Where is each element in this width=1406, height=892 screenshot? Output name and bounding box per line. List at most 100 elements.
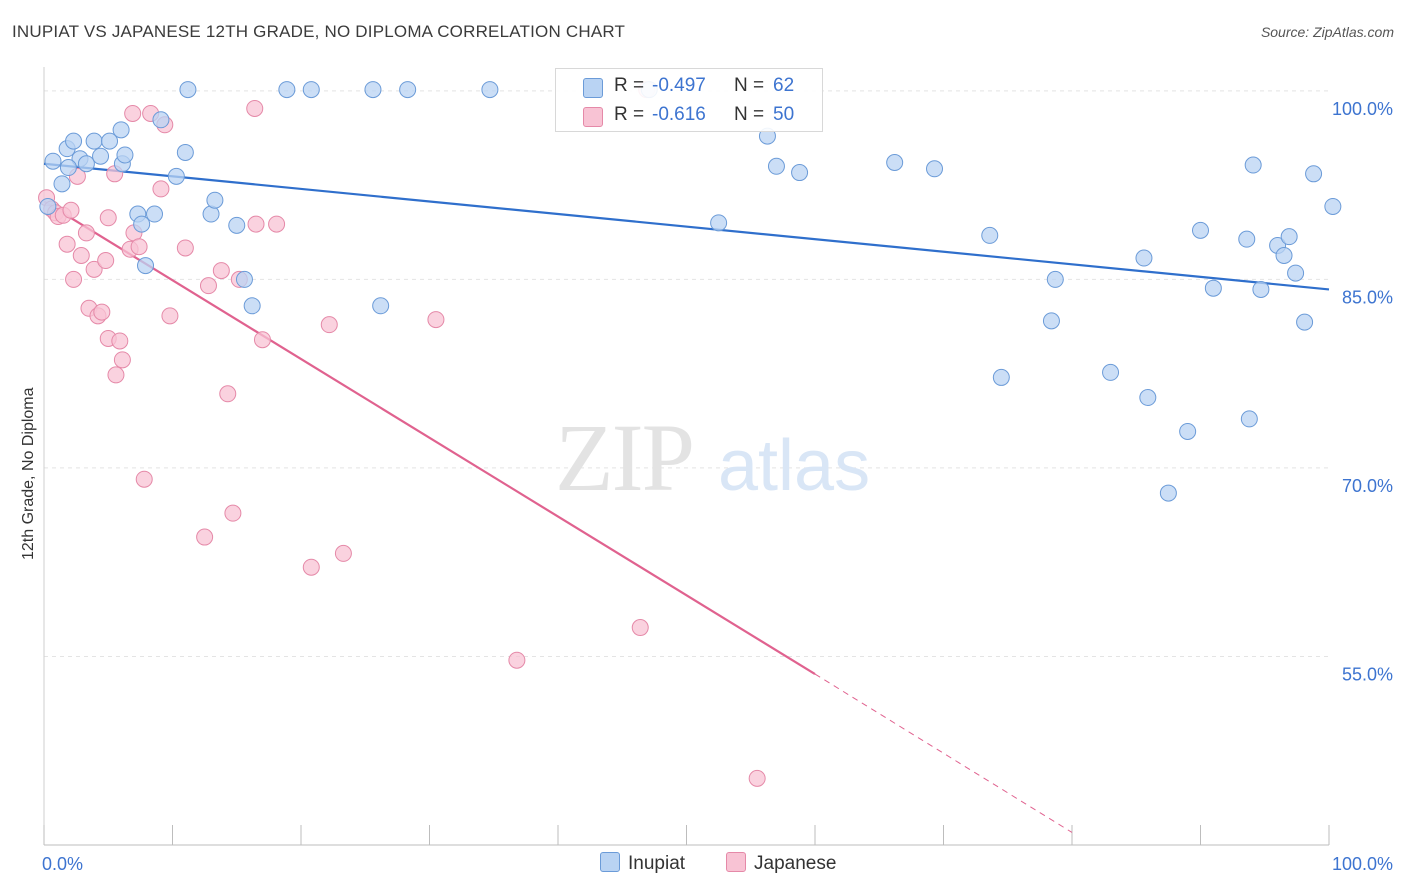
japanese-n-label: N = [734, 104, 765, 125]
japanese-point-32 [212, 262, 230, 280]
chart-title: INUPIAT VS JAPANESE 12TH GRADE, NO DIPLO… [12, 22, 626, 41]
inupiat-point-1 [44, 152, 62, 170]
japanese-point-39 [302, 558, 320, 576]
bottom-legend-japanese: Japanese [726, 852, 836, 875]
japanese-trend-line [43, 200, 816, 675]
inupiat-point-30 [399, 81, 417, 99]
inupiat-swatch [583, 78, 603, 98]
japanese-n-value: 50 [773, 104, 795, 125]
bottom-inupiat-label: Inupiat [628, 853, 686, 874]
inupiat-point-23 [228, 216, 246, 234]
japanese-point-36 [246, 99, 264, 117]
watermark: ZIP atlas [555, 404, 870, 511]
japanese-point-30 [196, 528, 214, 546]
inupiat-point-55 [1280, 228, 1298, 246]
data-points [38, 81, 1342, 787]
japanese-point-41 [334, 544, 352, 562]
japanese-r-label: R = [614, 104, 645, 125]
inupiat-point-47 [1192, 221, 1209, 239]
japanese-point-37 [253, 331, 271, 349]
japanese-r-value: -0.616 [652, 104, 706, 125]
inupiat-point-37 [886, 153, 904, 171]
inupiat-point-48 [1204, 279, 1222, 297]
watermark-zip: ZIP [555, 404, 693, 511]
inupiat-point-0 [39, 197, 57, 215]
japanese-point-11 [85, 260, 103, 278]
source-label: Source: ZipAtlas.com [1260, 24, 1394, 40]
inupiat-point-20 [179, 81, 197, 99]
japanese-point-29 [176, 239, 194, 257]
inupiat-point-52 [1252, 280, 1270, 298]
japanese-point-48 [99, 209, 117, 227]
inupiat-point-46 [1179, 422, 1197, 440]
japanese-trend-extension [814, 673, 1073, 833]
y-tick-label-3: 55.0% [1342, 664, 1393, 684]
inupiat-point-31 [481, 81, 499, 99]
inupiat-point-16 [146, 205, 164, 223]
inupiat-point-15 [137, 257, 155, 275]
inupiat-point-18 [167, 167, 185, 185]
y-tick-label-0: 100.0% [1332, 99, 1393, 119]
inupiat-point-36 [791, 164, 809, 182]
inupiat-point-28 [364, 81, 382, 99]
inupiat-point-61 [59, 159, 77, 177]
japanese-point-13 [93, 303, 111, 321]
inupiat-point-50 [1240, 410, 1258, 428]
inupiat-point-10 [112, 121, 130, 139]
inupiat-trend-line [43, 162, 1330, 291]
bottom-inupiat-swatch [600, 852, 620, 872]
inupiat-point-26 [278, 81, 296, 99]
inupiat-point-43 [1102, 363, 1120, 381]
inupiat-point-41 [1042, 312, 1060, 330]
inupiat-point-58 [1305, 165, 1323, 183]
inupiat-point-54 [1275, 247, 1293, 265]
inupiat-point-45 [1139, 389, 1157, 407]
inupiat-r-value: -0.497 [652, 75, 706, 96]
japanese-point-40 [320, 316, 338, 334]
inupiat-point-59 [1324, 197, 1342, 215]
bottom-japanese-label: Japanese [754, 853, 837, 874]
japanese-point-14 [97, 252, 115, 270]
japanese-point-19 [113, 351, 131, 369]
japanese-point-23 [130, 238, 148, 256]
inupiat-point-60 [1159, 484, 1177, 502]
trend-lines [43, 162, 1330, 833]
watermark-atlas: atlas [718, 426, 870, 506]
inupiat-point-33 [710, 214, 728, 232]
japanese-point-24 [135, 470, 153, 488]
japanese-point-45 [631, 619, 649, 637]
japanese-point-33 [219, 385, 237, 403]
bottom-legend-inupiat: Inupiat [600, 852, 685, 875]
inupiat-point-9 [101, 132, 119, 150]
inupiat-point-56 [1287, 264, 1305, 282]
y-tick-label-1: 85.0% [1342, 287, 1393, 307]
stats-legend: R = -0.497 N = 62 R = -0.616 N = 50 [555, 68, 823, 132]
x-tick-label-1: 100.0% [1332, 854, 1393, 874]
inupiat-point-38 [926, 160, 944, 178]
inupiat-point-42 [1046, 270, 1064, 288]
japanese-point-46 [748, 769, 766, 787]
inupiat-point-14 [133, 215, 151, 233]
japanese-point-38 [268, 215, 286, 233]
bottom-japanese-swatch [726, 852, 746, 872]
tick-labels: 100.0% 85.0% 70.0% 55.0% 0.0% 100.0% [42, 99, 1393, 874]
inupiat-point-35 [767, 157, 785, 175]
inupiat-point-51 [1244, 156, 1262, 174]
inupiat-point-29 [372, 297, 390, 315]
inupiat-point-22 [206, 191, 224, 209]
japanese-point-26 [152, 180, 170, 198]
japanese-point-8 [72, 247, 90, 265]
y-axis-label: 12th Grade, No Diploma [20, 387, 37, 560]
japanese-point-43 [508, 651, 526, 669]
japanese-point-5 [58, 235, 76, 253]
legend-row-inupiat: R = -0.497 N = 62 [556, 71, 822, 101]
inupiat-point-24 [235, 270, 253, 288]
inupiat-point-25 [243, 297, 261, 315]
inupiat-point-4 [65, 132, 83, 150]
inupiat-r-label: R = [614, 75, 645, 96]
x-tick-label-0: 0.0% [42, 854, 83, 874]
y-tick-label-2: 70.0% [1342, 476, 1393, 496]
inupiat-point-44 [1135, 249, 1153, 267]
inupiat-point-2 [53, 175, 71, 193]
